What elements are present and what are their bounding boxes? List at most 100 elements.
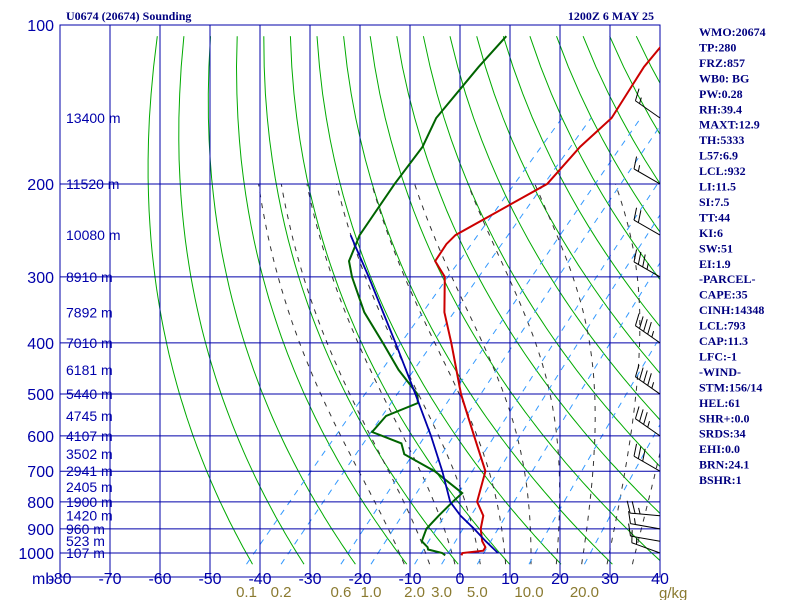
- dry-adiabat: [396, 36, 660, 515]
- index-label: SI:7.5: [699, 195, 729, 209]
- wind-barb: [633, 207, 661, 236]
- wind-barb-half-feather: [651, 330, 655, 338]
- temperature-tick-label: 10: [501, 571, 519, 588]
- wind-barb: [633, 249, 661, 278]
- temperature-tick-label: 30: [601, 571, 619, 588]
- wind-barb-feather: [633, 443, 638, 457]
- index-label: BRN:24.1: [699, 458, 749, 472]
- index-label: BSHR:1: [699, 473, 742, 487]
- pressure-tick-label: 200: [27, 177, 54, 194]
- height-label: 3502 m: [66, 446, 113, 462]
- wind-barb-feather: [626, 500, 631, 514]
- wind-barb-feather: [643, 412, 648, 425]
- temperature-tick-label: -40: [248, 571, 271, 588]
- pressure-tick-label: 300: [27, 270, 54, 287]
- dry-adiabat: [289, 36, 510, 565]
- index-label: WB0: BG: [699, 71, 749, 85]
- moist-adiabat: [631, 450, 660, 565]
- moist-adiabat: [606, 183, 641, 565]
- index-label: FRZ:857: [699, 56, 745, 70]
- wind-barb-feather: [628, 523, 631, 537]
- wind-barb-feather: [642, 254, 646, 268]
- index-label: TH:5333: [699, 133, 744, 147]
- wind-barb: [626, 500, 661, 517]
- wind-barb-half-feather: [637, 165, 641, 172]
- wind-barb-half-feather: [647, 421, 650, 428]
- wind-barb-feather: [643, 370, 648, 383]
- height-label: 1420 m: [66, 508, 113, 524]
- dry-adiabat: [147, 36, 253, 565]
- height-label: 523 m: [66, 533, 105, 549]
- wind-barb-feather: [647, 373, 652, 386]
- height-label: 960 m: [66, 521, 105, 537]
- height-label: 6181 m: [66, 362, 113, 378]
- wind-barb: [634, 313, 661, 344]
- pressure-tick-label: 500: [27, 387, 54, 404]
- wind-barb-half-feather: [646, 263, 649, 270]
- wind-barb: [633, 443, 661, 472]
- height-label: 4745 m: [66, 408, 113, 424]
- wind-barb-feather: [634, 406, 640, 419]
- pressure-tick-label: 1000: [18, 546, 54, 563]
- index-label: TT:44: [699, 210, 730, 224]
- height-label: 5440 m: [66, 386, 113, 402]
- index-label: HEL:61: [699, 396, 740, 410]
- index-label: EHI:0.0: [699, 442, 740, 456]
- index-label: LFC:-1: [699, 349, 737, 363]
- wind-barb-feather: [639, 367, 644, 380]
- moist-adiabat: [258, 183, 405, 565]
- pressure-tick-label: 800: [27, 495, 54, 512]
- dewpoint-profile: [347, 35, 508, 557]
- wind-barb-feather: [634, 364, 640, 377]
- wind-barb-feather: [628, 511, 631, 524]
- wind-barb-half-feather: [639, 97, 642, 104]
- height-label: 7010 m: [66, 335, 113, 351]
- wind-barb-feather: [639, 409, 644, 422]
- wind-barb-feather: [639, 316, 644, 329]
- wind-barb-feather: [647, 322, 652, 335]
- temperature-tick-label: -20: [348, 571, 371, 588]
- mixing-ratio-label: 5.0: [467, 584, 488, 600]
- wind-barb-feather: [633, 207, 638, 221]
- height-label: 1900 m: [66, 494, 113, 510]
- moist-adiabat: [336, 183, 481, 565]
- index-label: L57:6.9: [699, 149, 738, 163]
- height-label: 2941 m: [66, 463, 113, 479]
- height-label: 2405 m: [66, 479, 113, 495]
- temperature-tick-label: -50: [198, 571, 221, 588]
- wind-barb: [633, 156, 661, 185]
- mixing-ratio-unit: g/kg: [659, 585, 687, 600]
- wind-barb: [634, 88, 661, 119]
- index-label: PW:0.28: [699, 87, 743, 101]
- index-label: EI:1.9: [699, 257, 731, 271]
- wind-barb-half-feather: [651, 382, 655, 389]
- pressure-tick-label: 100: [27, 18, 54, 35]
- pressure-tick-label: 900: [27, 522, 54, 539]
- wind-barb-half-feather: [638, 507, 641, 515]
- dry-adiabat: [343, 36, 613, 565]
- pressure-axis-unit: mb: [32, 571, 54, 588]
- index-label: SHR+:0.0: [699, 411, 750, 425]
- temperature-profile: [434, 46, 660, 556]
- temperature-tick-label: 20: [551, 571, 569, 588]
- plot-frame: [59, 24, 661, 578]
- wind-barb-half-feather: [633, 518, 636, 525]
- moist-adiabat: [534, 183, 596, 565]
- temperature-tick-label: -60: [148, 571, 171, 588]
- temperature-tick-label: -30: [298, 571, 321, 588]
- wind-barb: [628, 523, 661, 542]
- wind-barb: [634, 406, 661, 437]
- moist-adiabat: [371, 183, 507, 565]
- dry-adiabat: [502, 36, 660, 328]
- moist-adiabat: [280, 183, 431, 565]
- dry-adiabat: [207, 36, 356, 565]
- dry-adiabat: [449, 36, 660, 421]
- wind-barb-feather: [634, 313, 640, 326]
- mixing-ratio-label: 0.2: [271, 584, 292, 600]
- index-label: CAPE:35: [699, 288, 748, 302]
- dry-adiabat: [316, 36, 562, 565]
- pressure-tick-label: 600: [27, 429, 54, 446]
- wind-barb: [634, 364, 661, 395]
- index-label: STM:156/14: [699, 380, 762, 394]
- index-label: -PARCEL-: [699, 272, 755, 286]
